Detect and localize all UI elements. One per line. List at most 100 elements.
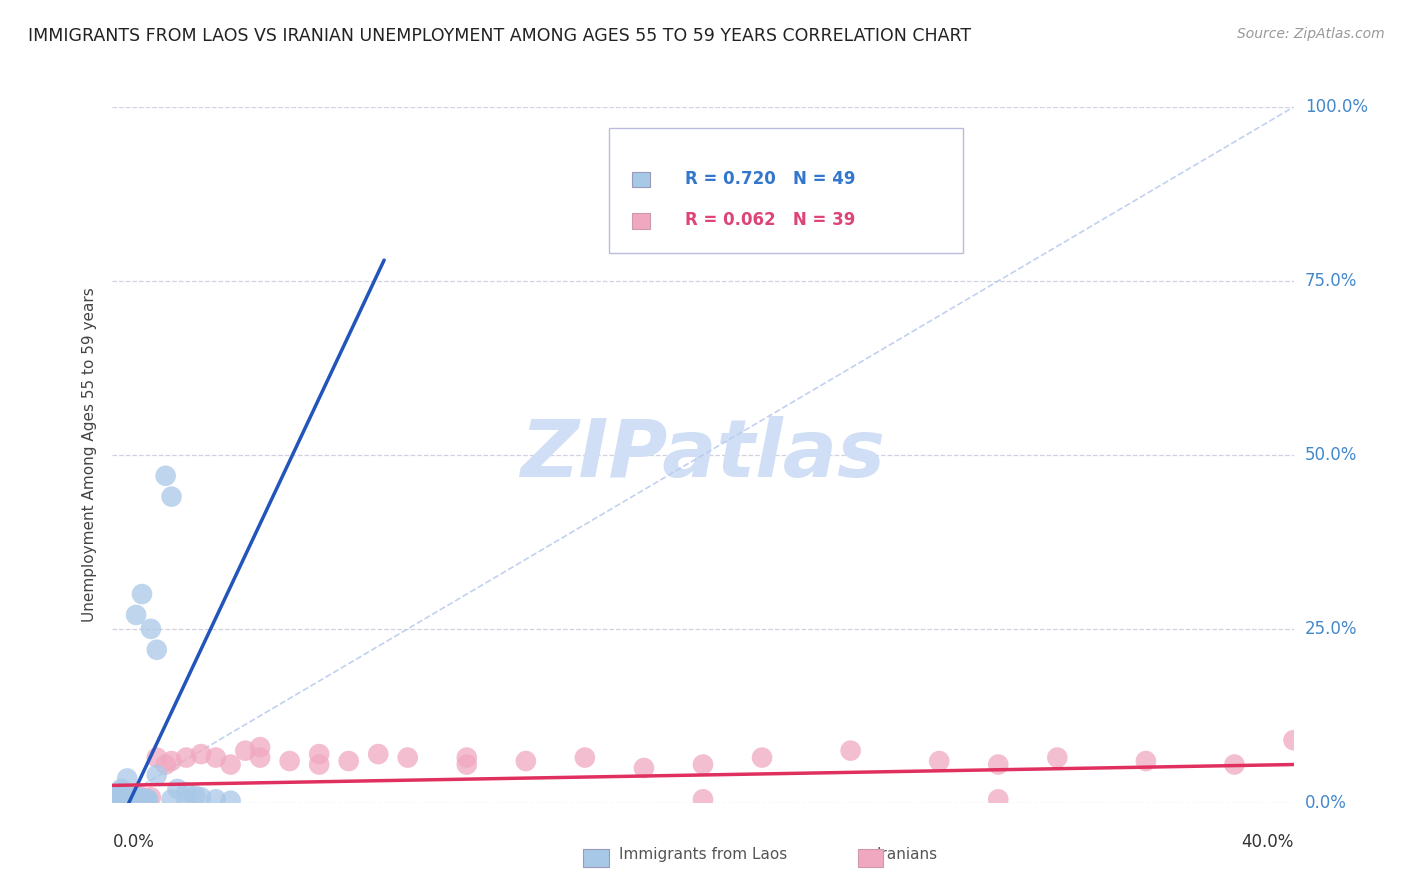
Point bbox=[205, 792, 228, 806]
Text: IMMIGRANTS FROM LAOS VS IRANIAN UNEMPLOYMENT AMONG AGES 55 TO 59 YEARS CORRELATI: IMMIGRANTS FROM LAOS VS IRANIAN UNEMPLOY… bbox=[28, 27, 972, 45]
Bar bbox=[633, 172, 650, 187]
Point bbox=[456, 757, 478, 772]
Point bbox=[136, 792, 159, 806]
Point bbox=[233, 744, 256, 758]
Point bbox=[117, 792, 138, 806]
Point bbox=[104, 794, 127, 808]
Bar bbox=[633, 213, 650, 229]
Point bbox=[839, 744, 862, 758]
Point bbox=[308, 757, 330, 772]
Point bbox=[122, 791, 145, 805]
Point bbox=[139, 790, 162, 805]
Point bbox=[987, 757, 1010, 772]
Point bbox=[574, 750, 596, 764]
Point bbox=[160, 792, 183, 806]
Point bbox=[110, 793, 132, 807]
Text: R = 0.720   N = 49: R = 0.720 N = 49 bbox=[685, 169, 856, 187]
Point bbox=[219, 794, 242, 808]
Point bbox=[139, 622, 162, 636]
Point bbox=[110, 781, 132, 796]
Point bbox=[131, 587, 153, 601]
Point bbox=[107, 785, 129, 799]
Point bbox=[110, 794, 132, 808]
Point bbox=[155, 468, 177, 483]
Point bbox=[278, 754, 301, 768]
Point bbox=[249, 750, 271, 764]
Point bbox=[633, 761, 655, 775]
Y-axis label: Unemployment Among Ages 55 to 59 years: Unemployment Among Ages 55 to 59 years bbox=[82, 287, 97, 623]
Point bbox=[104, 792, 127, 806]
Point bbox=[110, 790, 132, 805]
Point bbox=[166, 781, 188, 796]
Point bbox=[367, 747, 389, 761]
Point bbox=[751, 750, 773, 764]
Point bbox=[128, 793, 150, 807]
Point bbox=[190, 790, 212, 805]
Point bbox=[219, 757, 242, 772]
Point bbox=[122, 794, 145, 808]
Point bbox=[104, 789, 127, 803]
Point bbox=[131, 794, 153, 808]
Point bbox=[987, 792, 1010, 806]
Point bbox=[107, 790, 129, 805]
Point bbox=[515, 754, 537, 768]
Point bbox=[205, 750, 228, 764]
Point bbox=[120, 791, 142, 805]
Point bbox=[249, 740, 271, 755]
Point bbox=[134, 794, 156, 808]
Point bbox=[104, 792, 127, 806]
Point bbox=[146, 750, 169, 764]
Point bbox=[155, 757, 177, 772]
Point bbox=[456, 750, 478, 764]
Point bbox=[1046, 750, 1069, 764]
Point bbox=[174, 785, 197, 799]
Text: Source: ZipAtlas.com: Source: ZipAtlas.com bbox=[1237, 27, 1385, 41]
Point bbox=[120, 792, 142, 806]
Point bbox=[110, 791, 132, 805]
Point bbox=[120, 793, 142, 807]
Point bbox=[125, 792, 148, 806]
Point bbox=[122, 790, 145, 805]
Point bbox=[117, 789, 138, 803]
Text: 100.0%: 100.0% bbox=[1305, 98, 1368, 116]
Point bbox=[190, 747, 212, 761]
Point bbox=[1282, 733, 1305, 747]
Point bbox=[128, 789, 150, 803]
Point bbox=[692, 757, 714, 772]
Point bbox=[125, 790, 148, 805]
Text: 0.0%: 0.0% bbox=[1305, 794, 1347, 812]
Point bbox=[125, 607, 148, 622]
Text: R = 0.062   N = 39: R = 0.062 N = 39 bbox=[685, 211, 856, 229]
Point bbox=[117, 794, 138, 808]
Point bbox=[131, 791, 153, 805]
Point bbox=[174, 750, 197, 764]
Point bbox=[692, 792, 714, 806]
FancyBboxPatch shape bbox=[609, 128, 963, 253]
Point bbox=[131, 792, 153, 806]
Point bbox=[112, 789, 135, 803]
Point bbox=[112, 792, 135, 806]
Text: ZIPatlas: ZIPatlas bbox=[520, 416, 886, 494]
Text: 25.0%: 25.0% bbox=[1305, 620, 1357, 638]
Point bbox=[396, 750, 419, 764]
Point bbox=[134, 791, 156, 805]
Point bbox=[146, 642, 169, 657]
Point bbox=[160, 754, 183, 768]
Point bbox=[174, 793, 197, 807]
Point bbox=[1135, 754, 1157, 768]
Point bbox=[107, 792, 129, 806]
Point bbox=[308, 747, 330, 761]
Point bbox=[337, 754, 360, 768]
Point bbox=[136, 792, 159, 806]
Text: 75.0%: 75.0% bbox=[1305, 272, 1357, 290]
Point bbox=[1223, 757, 1246, 772]
Text: 40.0%: 40.0% bbox=[1241, 833, 1294, 851]
Point bbox=[107, 794, 129, 808]
Text: Iranians: Iranians bbox=[876, 847, 938, 862]
Point bbox=[117, 772, 138, 786]
Point bbox=[146, 768, 169, 782]
Text: 0.0%: 0.0% bbox=[112, 833, 155, 851]
Point bbox=[125, 790, 148, 805]
Point bbox=[112, 789, 135, 803]
Point bbox=[184, 789, 207, 803]
